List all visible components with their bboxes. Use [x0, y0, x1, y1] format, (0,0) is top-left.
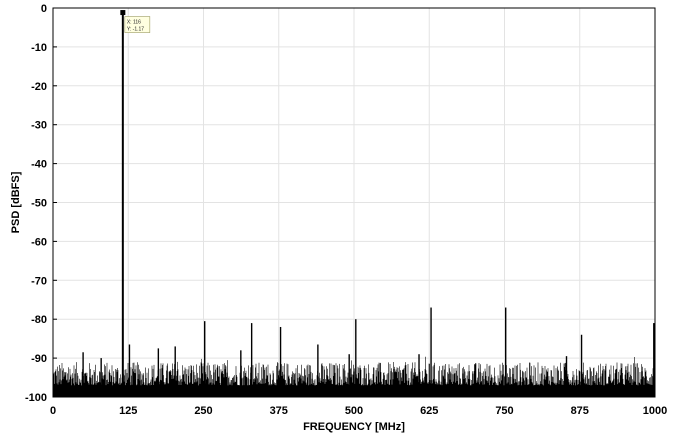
y-tick-label: -40: [31, 159, 47, 171]
y-axis-ticks: 0 -10 -20 -30 -40 -50 -60 -70 -80 -90 -100: [25, 3, 57, 404]
datatip-x-value: X: 116: [127, 20, 141, 26]
y-tick-label: -50: [31, 198, 47, 210]
y-tick-label: -70: [31, 275, 47, 287]
y-axis-label: PSD [dBFS]: [10, 171, 22, 233]
x-axis-label: FREQUENCY [MHz]: [303, 421, 405, 433]
y-tick-label: -100: [25, 392, 47, 404]
y-tick-label: -90: [31, 353, 47, 365]
datatip-y-value: Y: -1.17: [127, 27, 144, 33]
x-tick-label: 1000: [643, 405, 667, 417]
y-tick-label: 0: [41, 3, 47, 15]
y-tick-label: -60: [31, 236, 47, 248]
x-tick-label: 375: [270, 405, 288, 417]
grid-layer: [52, 7, 656, 398]
x-tick-label: 875: [571, 405, 589, 417]
datatip[interactable]: X: 116 Y: -1.17: [120, 10, 151, 33]
x-tick-label: 0: [50, 405, 56, 417]
datatip-marker: [120, 10, 126, 16]
y-tick-label: -20: [31, 81, 47, 93]
x-tick-label: 500: [345, 405, 363, 417]
y-tick-label: -80: [31, 314, 47, 326]
x-tick-label: 125: [119, 405, 137, 417]
datatip-box: [124, 16, 151, 33]
y-tick-label: -10: [31, 42, 47, 54]
x-tick-label: 250: [194, 405, 212, 417]
x-axis-ticks: 0 125 250 375 500 625 750 875 1000: [50, 393, 667, 417]
spur-layer: [82, 12, 655, 397]
y-tick-label: -30: [31, 120, 47, 132]
x-tick-label: 625: [420, 405, 438, 417]
x-tick-label: 750: [495, 405, 513, 417]
